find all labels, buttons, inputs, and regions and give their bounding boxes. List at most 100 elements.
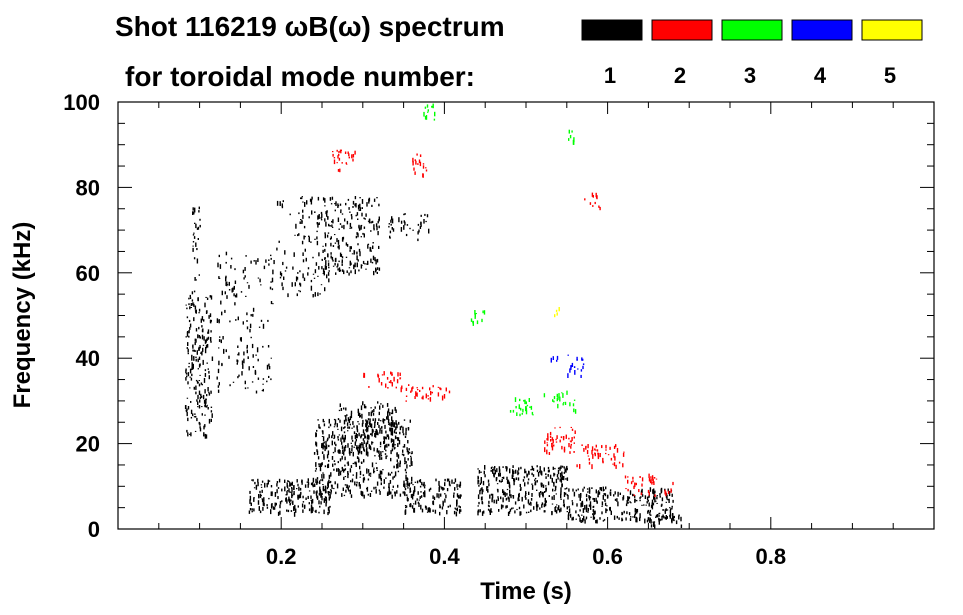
spectral-point (348, 419, 351, 424)
spectral-point (325, 221, 327, 227)
spectral-point (356, 434, 358, 439)
spectral-point (357, 411, 360, 416)
spectral-point (666, 494, 668, 500)
spectral-point (427, 507, 429, 513)
spectral-point (370, 447, 372, 451)
spectral-point (419, 154, 422, 157)
spectral-point (649, 509, 651, 513)
spectral-point (299, 282, 301, 286)
spectral-point (189, 306, 191, 310)
spectral-point (379, 446, 382, 448)
spectral-point (609, 489, 612, 492)
spectral-point (185, 336, 187, 338)
spectral-point (388, 223, 390, 225)
spectral-point (416, 392, 418, 397)
spectral-point (544, 440, 546, 444)
spectral-point (630, 516, 632, 518)
spectral-point (490, 469, 492, 472)
spectral-point (307, 495, 309, 499)
spectral-point (340, 149, 342, 152)
spectral-point (562, 403, 564, 406)
spectral-point (403, 213, 405, 216)
spectral-point (324, 489, 327, 494)
spectral-point (576, 503, 578, 507)
spectral-point (386, 416, 388, 420)
spectral-point (379, 405, 381, 410)
spectral-point (273, 260, 275, 265)
spectral-point (197, 238, 199, 240)
spectral-point (262, 378, 265, 380)
spectral-point (327, 463, 330, 468)
spectral-point (320, 218, 323, 221)
spectral-point (321, 259, 323, 261)
spectral-point (411, 495, 414, 500)
spectral-point (587, 508, 589, 511)
spectral-point (317, 275, 319, 277)
spectral-point (192, 247, 194, 252)
spectral-point (367, 243, 370, 245)
spectral-point (347, 471, 349, 475)
spectral-point (400, 220, 403, 224)
spectral-point (301, 503, 304, 508)
spectral-point (252, 307, 255, 312)
spectral-point (515, 469, 517, 474)
spectral-point (360, 490, 362, 495)
spectral-point (356, 232, 358, 235)
spectral-point (651, 482, 653, 485)
spectral-point (251, 508, 253, 511)
x-axis-label: Time (s) (480, 578, 572, 605)
spectral-point (453, 492, 455, 495)
spectral-point (566, 506, 568, 510)
spectral-point (392, 228, 395, 232)
spectral-point (366, 423, 368, 426)
spectral-point (568, 488, 570, 492)
spectral-point (557, 467, 560, 470)
spectral-point (308, 490, 311, 492)
series-n=3-region-0 (423, 103, 436, 121)
spectral-point (229, 320, 231, 323)
spectral-point (498, 466, 501, 470)
spectral-point (595, 520, 597, 524)
spectral-point (592, 506, 594, 508)
spectral-point (323, 473, 325, 479)
spectral-point (551, 437, 554, 441)
spectral-point (302, 509, 304, 513)
spectral-point (339, 450, 341, 454)
spectral-point (587, 444, 589, 449)
spectral-point (647, 499, 649, 502)
spectral-point (226, 295, 228, 299)
spectral-point (376, 448, 379, 452)
spectral-point (582, 365, 584, 370)
spectral-point (397, 462, 399, 467)
spectral-point (276, 200, 279, 206)
spectral-point (506, 476, 508, 480)
spectral-point (198, 312, 200, 314)
spectral-point (432, 509, 434, 512)
spectral-point (411, 388, 413, 392)
spectral-point (297, 485, 299, 487)
spectral-point (409, 487, 411, 491)
spectral-point (350, 226, 353, 229)
spectral-point (625, 503, 628, 507)
spectral-point (632, 480, 634, 483)
spectral-point (185, 369, 187, 374)
spectral-point (191, 291, 194, 295)
spectral-point (365, 451, 368, 456)
spectral-point (628, 512, 631, 516)
spectral-point (587, 455, 590, 457)
spectral-point (672, 516, 674, 520)
spectral-point (339, 168, 341, 173)
spectral-point (360, 451, 363, 455)
spectral-point (337, 239, 340, 245)
spectral-point (307, 484, 309, 488)
spectral-point (345, 256, 348, 258)
spectral-point (405, 505, 408, 508)
spectral-point (428, 488, 431, 492)
spectral-point (446, 510, 448, 515)
spectral-point (193, 386, 195, 390)
spectral-point (255, 485, 258, 487)
spectral-point (263, 497, 265, 502)
spectral-point (636, 509, 639, 513)
spectral-point (524, 468, 526, 474)
spectral-point (323, 441, 325, 444)
